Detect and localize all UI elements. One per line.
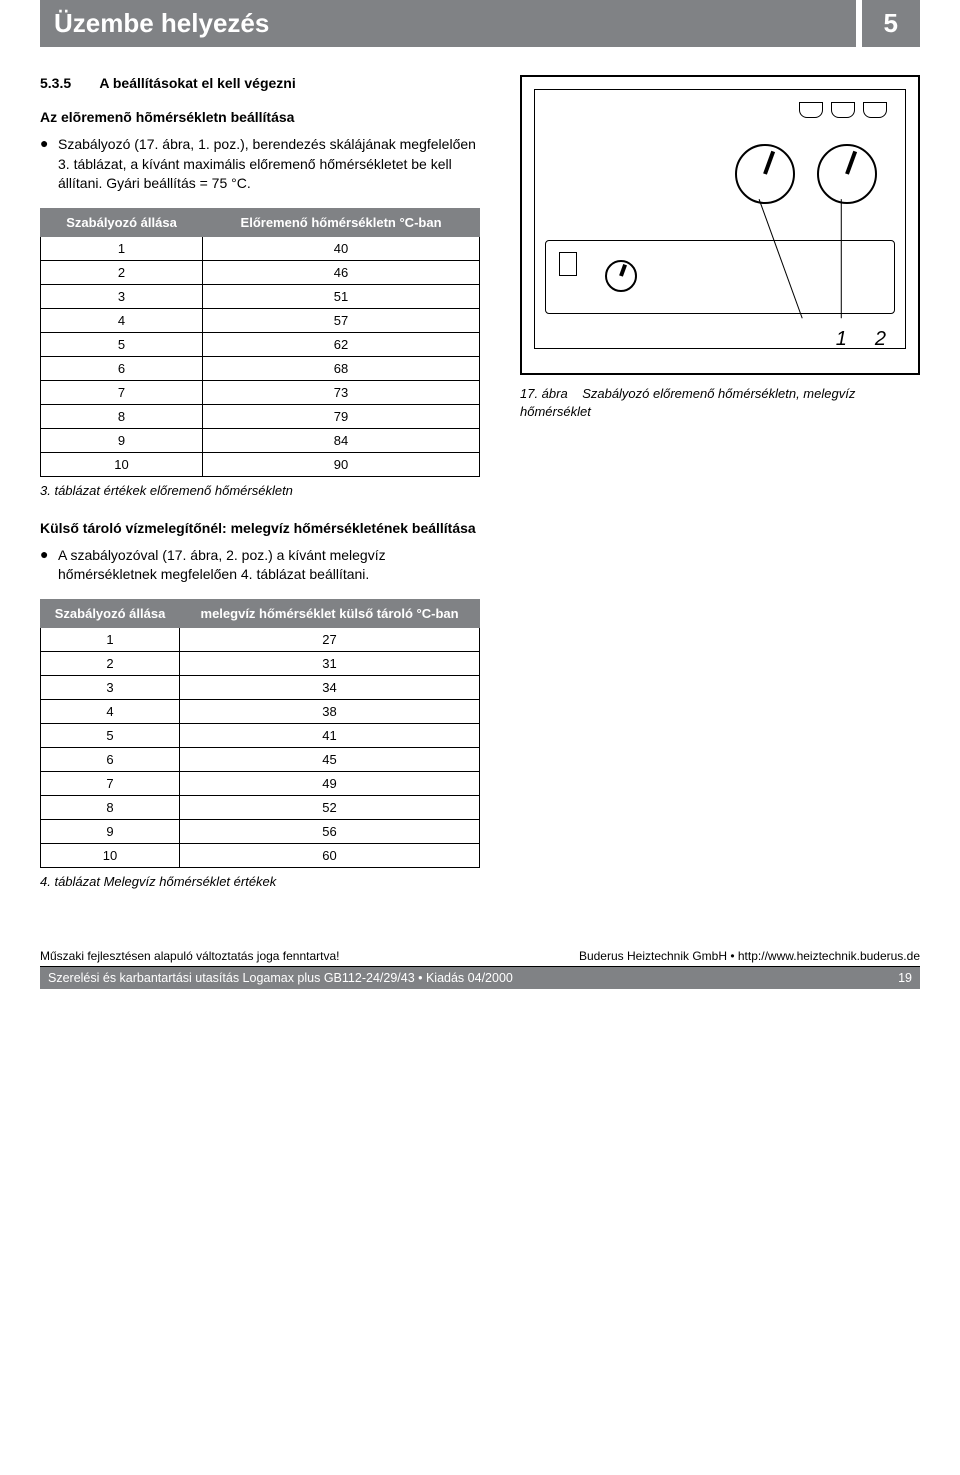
table-cell: 51: [203, 284, 480, 308]
table-row: 773: [41, 380, 480, 404]
bullet-icon: ●: [40, 135, 58, 194]
footer-line-1: Műszaki fejlesztésen alapuló változtatás…: [40, 949, 920, 967]
table-cell: 3: [41, 284, 203, 308]
bullet-text: Szabályozó (17. ábra, 1. poz.), berendez…: [58, 135, 480, 194]
table-cell: 45: [180, 747, 480, 771]
table-row: 879: [41, 404, 480, 428]
table-cell: 6: [41, 747, 180, 771]
table-row: 956: [41, 819, 480, 843]
table-cell: 56: [180, 819, 480, 843]
table-row: 1090: [41, 452, 480, 476]
callout-1: 1: [836, 328, 847, 351]
table-header: Szabályozó állása: [41, 599, 180, 627]
small-dial-icon: [605, 260, 637, 292]
dhw-temperature-table: Szabályozó állása melegvíz hőmérséklet k…: [40, 599, 480, 868]
table-cell: 57: [203, 308, 480, 332]
table-cell: 1: [41, 236, 203, 260]
table-row: 334: [41, 675, 480, 699]
table-cell: 27: [180, 627, 480, 651]
table-row: 668: [41, 356, 480, 380]
footer-left: Műszaki fejlesztésen alapuló változtatás…: [40, 949, 340, 963]
figure-callouts: 1 2: [836, 328, 886, 351]
table-row: 127: [41, 627, 480, 651]
bullet-item: ● Szabályozó (17. ábra, 1. poz.), berend…: [40, 135, 480, 194]
table-cell: 10: [41, 452, 203, 476]
subsection-1-title: Az elõremenõ hõmérsékletn beállítása: [40, 109, 480, 125]
table-cell: 9: [41, 819, 180, 843]
control-panel-drawing: [534, 89, 906, 349]
table-cell: 7: [41, 771, 180, 795]
table-cell: 1: [41, 627, 180, 651]
table-cell: 7: [41, 380, 203, 404]
table-cell: 3: [41, 675, 180, 699]
table-header: Előremenő hőmérsékletn °C-ban: [203, 208, 480, 236]
footer-line-2: Szerelési és karbantartási utasítás Loga…: [40, 967, 920, 989]
chapter-title: Üzembe helyezés: [40, 0, 856, 47]
table-cell: 2: [41, 651, 180, 675]
footer-doc-title: Szerelési és karbantartási utasítás Loga…: [48, 971, 513, 985]
table-cell: 40: [203, 236, 480, 260]
section-title: A beállításokat el kell végezni: [99, 75, 295, 91]
figure-box: 1 2: [520, 75, 920, 375]
footer-right: Buderus Heiztechnik GmbH • http://www.he…: [579, 949, 920, 963]
bullet-text: A szabályozóval (17. ábra, 2. poz.) a kí…: [58, 546, 480, 585]
table-cell: 8: [41, 404, 203, 428]
table-row: 749: [41, 771, 480, 795]
flow-temperature-table: Szabályozó állása Előremenő hőmérsékletn…: [40, 208, 480, 477]
callout-2: 2: [875, 328, 886, 351]
table-cell: 4: [41, 699, 180, 723]
subsection-2-title: Külső tároló vízmelegítőnél: melegvíz hő…: [40, 520, 480, 536]
table-header: Szabályozó állása: [41, 208, 203, 236]
table-cell: 34: [180, 675, 480, 699]
section-heading: 5.3.5 A beállításokat el kell végezni: [40, 75, 480, 91]
bullet-icon: ●: [40, 546, 58, 585]
table-cell: 31: [180, 651, 480, 675]
dial-1-icon: [735, 144, 795, 204]
chapter-number: 5: [862, 0, 920, 47]
table-cell: 2: [41, 260, 203, 284]
table-cell: 10: [41, 843, 180, 867]
table-cell: 68: [203, 356, 480, 380]
table-row: 645: [41, 747, 480, 771]
table-cell: 6: [41, 356, 203, 380]
table-row: 438: [41, 699, 480, 723]
table-cell: 5: [41, 332, 203, 356]
bullet-item: ● A szabályozóval (17. ábra, 2. poz.) a …: [40, 546, 480, 585]
table-row: 562: [41, 332, 480, 356]
chapter-header: Üzembe helyezés 5: [40, 0, 920, 47]
section-number: 5.3.5: [40, 75, 96, 91]
table-row: 1060: [41, 843, 480, 867]
table-cell: 73: [203, 380, 480, 404]
figure-number: 17. ábra: [520, 386, 568, 401]
table-row: 852: [41, 795, 480, 819]
table-caption: 3. táblázat értékek előremenő hőmérsékle…: [40, 483, 480, 498]
table-cell: 90: [203, 452, 480, 476]
table-cell: 41: [180, 723, 480, 747]
table-caption: 4. táblázat Melegvíz hőmérséklet értékek: [40, 874, 480, 889]
table-cell: 9: [41, 428, 203, 452]
table-cell: 52: [180, 795, 480, 819]
table-cell: 4: [41, 308, 203, 332]
page-number: 19: [898, 971, 912, 985]
table-row: 246: [41, 260, 480, 284]
table-cell: 79: [203, 404, 480, 428]
table-cell: 60: [180, 843, 480, 867]
table-header: melegvíz hőmérséklet külső tároló °C-ban: [180, 599, 480, 627]
table-cell: 46: [203, 260, 480, 284]
table-row: 541: [41, 723, 480, 747]
table-cell: 84: [203, 428, 480, 452]
table-cell: 8: [41, 795, 180, 819]
table-cell: 62: [203, 332, 480, 356]
table-row: 457: [41, 308, 480, 332]
dial-2-icon: [817, 144, 877, 204]
table-row: 984: [41, 428, 480, 452]
table-row: 231: [41, 651, 480, 675]
table-cell: 49: [180, 771, 480, 795]
table-cell: 38: [180, 699, 480, 723]
table-row: 351: [41, 284, 480, 308]
table-row: 140: [41, 236, 480, 260]
table-cell: 5: [41, 723, 180, 747]
figure-caption: 17. ábra Szabályozó előremenő hőmérsékle…: [520, 385, 920, 421]
